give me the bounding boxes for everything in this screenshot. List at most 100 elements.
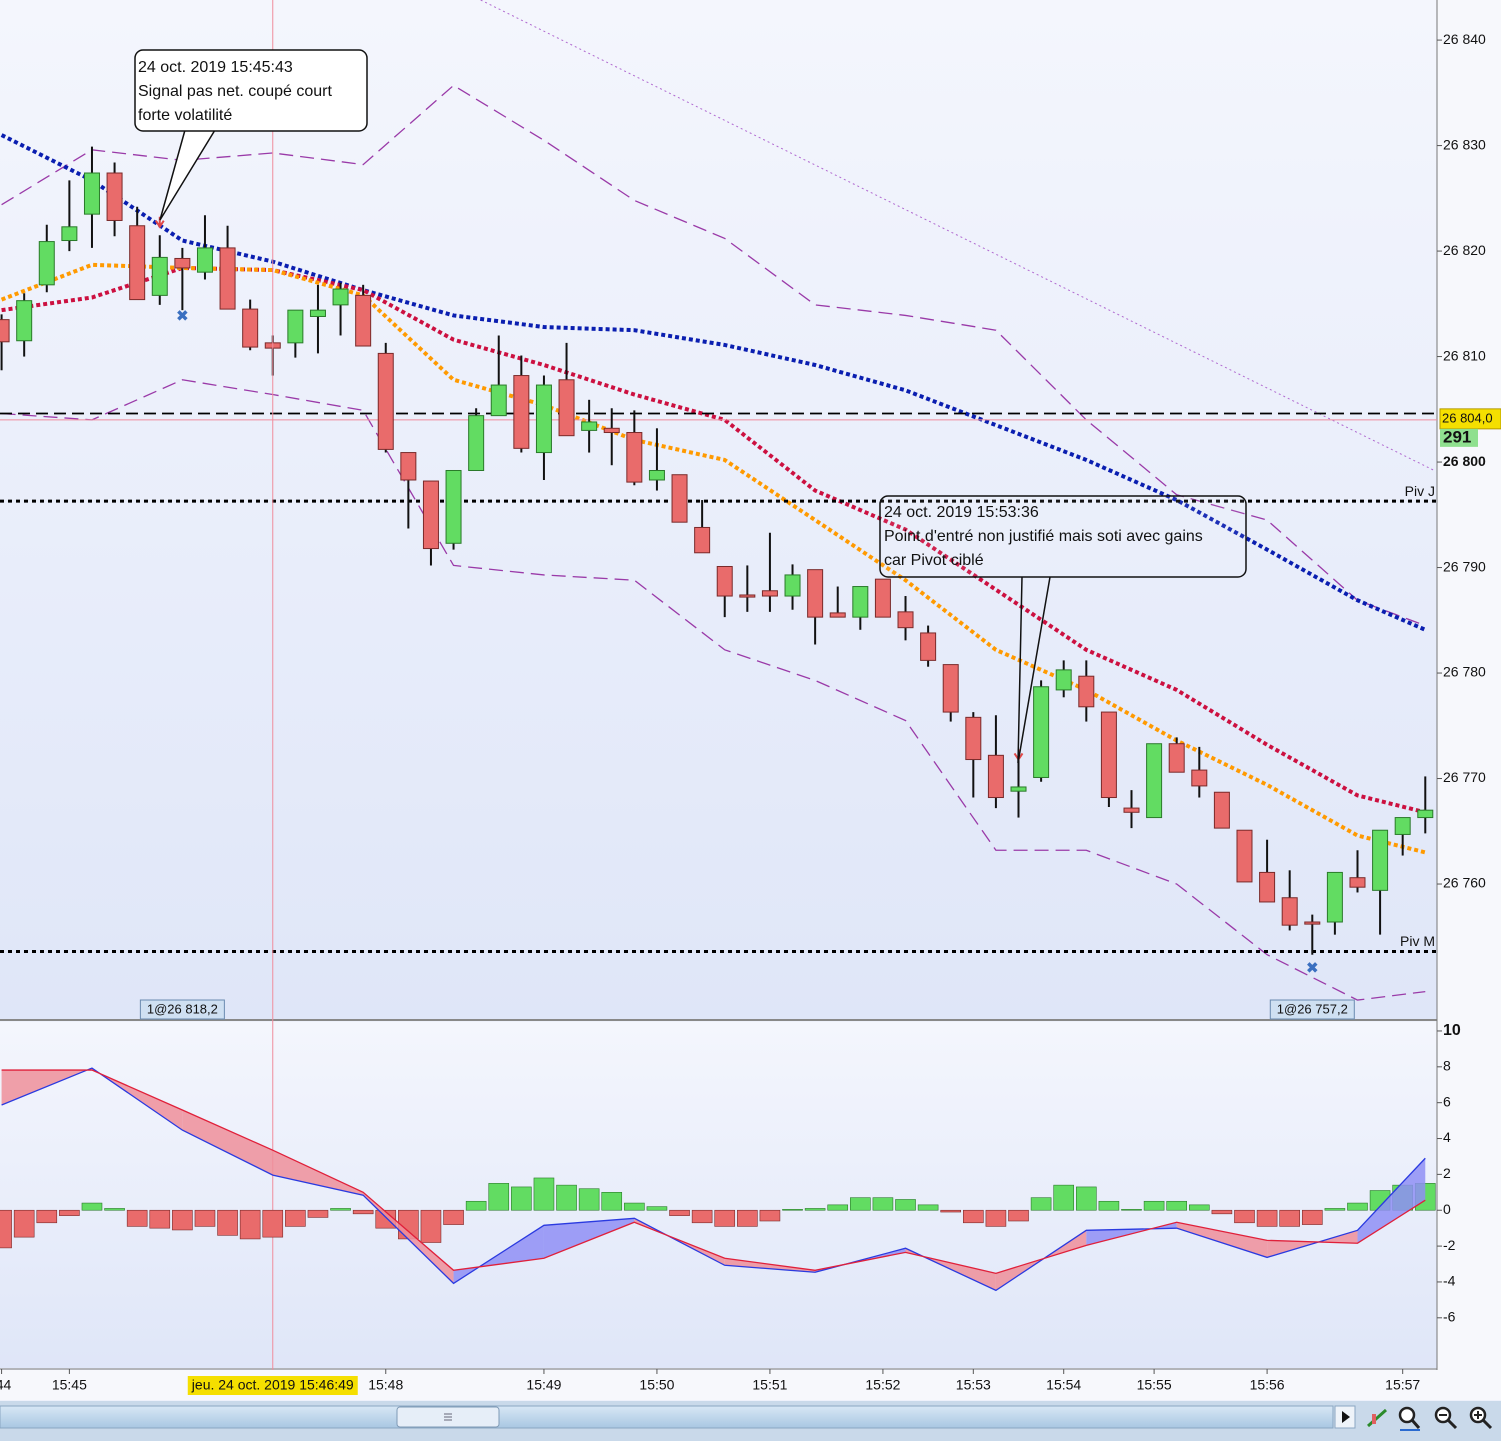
crosshair-label: jeu. 24 oct. 2019 15:46:49 bbox=[191, 1377, 354, 1393]
candle-body bbox=[1304, 921, 1321, 925]
candle-body bbox=[83, 172, 100, 215]
callout-text: Signal pas net. coupé court bbox=[138, 83, 332, 100]
last-price-label: 26 804,0 bbox=[1442, 410, 1493, 425]
histogram-bar bbox=[1256, 1209, 1278, 1227]
y-tick-label: 6 bbox=[1443, 1093, 1451, 1109]
zoom-fit-icon[interactable] bbox=[1398, 1406, 1421, 1431]
candle-body bbox=[1259, 871, 1276, 903]
histogram-bar bbox=[1234, 1209, 1255, 1224]
tool-icon[interactable] bbox=[1366, 1408, 1388, 1428]
histogram-bar bbox=[646, 1206, 668, 1211]
macd-line bbox=[1, 1067, 1426, 1292]
candle-body bbox=[626, 432, 643, 483]
callout-box bbox=[134, 49, 368, 132]
order-label: 1@26 818,2 bbox=[147, 1001, 218, 1016]
order-label: 1@26 757,2 bbox=[1277, 1001, 1348, 1016]
histogram-bar bbox=[465, 1200, 487, 1211]
histogram-bar bbox=[420, 1209, 442, 1243]
x-tick-label: 15:51 bbox=[752, 1377, 787, 1393]
histogram-bar bbox=[330, 1208, 351, 1211]
candle-body bbox=[965, 716, 982, 761]
order-box bbox=[1269, 999, 1355, 1020]
histogram-bar bbox=[1279, 1209, 1300, 1227]
histogram-bar bbox=[714, 1209, 736, 1227]
scrollbar[interactable] bbox=[0, 1401, 1501, 1441]
histogram-bar bbox=[872, 1197, 894, 1211]
candle-body bbox=[1100, 711, 1117, 799]
histogram-bar bbox=[1121, 1209, 1142, 1211]
histogram-bar bbox=[601, 1192, 623, 1211]
histogram-bar bbox=[149, 1209, 171, 1229]
y-tick-label: 26 840 bbox=[1443, 31, 1486, 47]
histogram-bar bbox=[669, 1209, 690, 1216]
candle-body bbox=[1033, 686, 1050, 778]
x-tick-label: 15:54 bbox=[1046, 1377, 1081, 1393]
candle-body bbox=[1236, 829, 1253, 883]
scroll-track bbox=[0, 1405, 1334, 1429]
histogram-bar bbox=[1030, 1197, 1052, 1211]
candle-body bbox=[1394, 817, 1411, 835]
y-tick-label: 10 bbox=[1443, 1022, 1461, 1039]
histogram-bar bbox=[352, 1209, 374, 1215]
y-axis-area bbox=[1437, 0, 1501, 1400]
level-label: Piv J bbox=[1405, 483, 1435, 499]
histogram-bar bbox=[1347, 1202, 1368, 1211]
y-tick-label: 26 830 bbox=[1443, 136, 1486, 152]
candle-body bbox=[1078, 675, 1095, 708]
histogram-bar bbox=[194, 1209, 216, 1227]
macd-fill bbox=[272, 1150, 364, 1196]
y-tick-label: 8 bbox=[1443, 1058, 1451, 1074]
candle-body bbox=[1349, 877, 1366, 888]
arrow-icon bbox=[1342, 1411, 1350, 1423]
candle-body bbox=[1213, 791, 1230, 829]
histogram-bar bbox=[963, 1209, 984, 1224]
macd-fill bbox=[182, 1110, 273, 1176]
icon-shape bbox=[1410, 1419, 1421, 1429]
histogram-bar bbox=[1053, 1184, 1075, 1211]
zoom-in-icon[interactable] bbox=[1469, 1406, 1493, 1430]
histogram-bar bbox=[217, 1209, 238, 1236]
histogram-bar bbox=[804, 1208, 826, 1211]
histogram-bar bbox=[172, 1209, 193, 1231]
candle-body bbox=[694, 526, 711, 554]
y-tick-label: 26 810 bbox=[1443, 347, 1486, 363]
histogram-bar bbox=[285, 1209, 306, 1227]
candle-body bbox=[422, 480, 439, 550]
line bbox=[1, 84, 1426, 627]
candle-body bbox=[897, 611, 914, 629]
histogram-bar bbox=[940, 1209, 962, 1213]
price-pane bbox=[0, 0, 1437, 1019]
histogram-bar bbox=[624, 1202, 645, 1211]
histogram-bar bbox=[782, 1209, 803, 1211]
candle-body bbox=[784, 574, 801, 597]
y-tick-label: -4 bbox=[1443, 1273, 1456, 1289]
candle-body bbox=[852, 586, 869, 618]
histogram-bar bbox=[850, 1197, 871, 1211]
histogram-bar bbox=[0, 1209, 12, 1249]
histogram-bar bbox=[985, 1209, 1007, 1227]
candle-body bbox=[490, 384, 507, 417]
x-tick-label: 15:49 bbox=[526, 1377, 561, 1393]
marker bbox=[177, 310, 188, 321]
candle-body bbox=[761, 590, 778, 597]
candle-body bbox=[535, 384, 552, 454]
histogram-bar bbox=[759, 1209, 781, 1222]
histogram-bar bbox=[1008, 1209, 1029, 1222]
zoom-out-icon[interactable] bbox=[1434, 1406, 1458, 1430]
icon-shape bbox=[1372, 1414, 1376, 1424]
histogram-bar bbox=[126, 1209, 148, 1227]
histogram-bar bbox=[239, 1209, 261, 1240]
crosshair-label-box bbox=[187, 1376, 358, 1395]
y-tick-label: 26 820 bbox=[1443, 242, 1486, 258]
histogram-bar bbox=[36, 1209, 58, 1224]
candle-body bbox=[513, 375, 530, 449]
candle-body bbox=[196, 247, 213, 273]
candle-body bbox=[0, 319, 10, 343]
histogram-bar bbox=[104, 1208, 125, 1211]
histogram-bar bbox=[81, 1202, 103, 1211]
histogram-bar bbox=[59, 1209, 80, 1216]
icon-shape bbox=[1481, 1418, 1493, 1430]
